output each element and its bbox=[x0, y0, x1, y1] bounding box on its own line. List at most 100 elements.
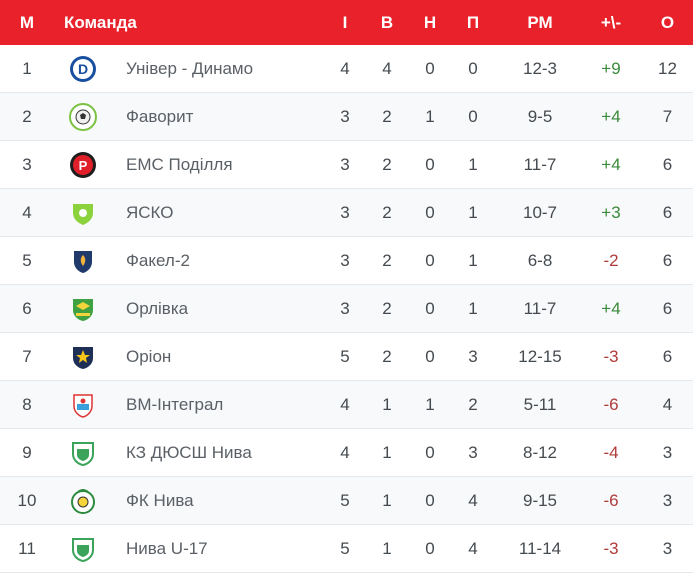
goal-difference: +3 bbox=[601, 202, 621, 222]
table-row: 6 Орлівка 3 2 0 1 11-7 +4 6 bbox=[0, 285, 693, 333]
fakel-crest-icon bbox=[69, 247, 97, 275]
header-position: М bbox=[19, 12, 35, 32]
row-position: 4 bbox=[22, 202, 32, 222]
wins: 2 bbox=[382, 298, 392, 318]
team-logo bbox=[62, 93, 104, 140]
team-name[interactable]: Факел-2 bbox=[126, 250, 190, 270]
favorit-crest-icon bbox=[69, 102, 97, 131]
team-logo: P bbox=[62, 141, 104, 188]
table-row: 11 Нива U-17 5 1 0 4 11-14 -3 3 bbox=[0, 525, 693, 573]
losses: 2 bbox=[468, 394, 478, 414]
nyva-dyussh-crest-icon bbox=[69, 439, 97, 467]
row-position: 6 bbox=[22, 298, 32, 318]
table-row: 1 D Універ - Динамо 4 4 0 0 12-3 +9 12 bbox=[0, 45, 693, 93]
goal-difference: -2 bbox=[603, 250, 619, 270]
wins: 1 bbox=[382, 442, 392, 462]
goals-score: 9-5 bbox=[527, 106, 553, 126]
wins: 4 bbox=[382, 58, 392, 78]
games-played: 4 bbox=[340, 394, 350, 414]
row-position: 1 bbox=[22, 58, 32, 78]
goals-score: 11-7 bbox=[523, 154, 557, 174]
points: 12 bbox=[658, 58, 677, 78]
team-name[interactable]: Фаворит bbox=[126, 106, 194, 126]
team-logo: D bbox=[62, 45, 104, 92]
team-name[interactable]: Орлівка bbox=[126, 298, 189, 318]
team-logo bbox=[62, 429, 104, 476]
team-name[interactable]: ВМ-Інтеграл bbox=[126, 394, 224, 414]
goal-difference: +4 bbox=[601, 298, 621, 318]
team-name[interactable]: Оріон bbox=[126, 346, 172, 366]
goals-score: 5-11 bbox=[523, 394, 557, 414]
goals-score: 11-14 bbox=[518, 538, 562, 558]
goal-difference: -3 bbox=[603, 538, 619, 558]
team-logo bbox=[62, 285, 104, 332]
header-losses: П bbox=[466, 12, 480, 32]
fk-nyva-crest-icon bbox=[69, 487, 97, 515]
draws: 0 bbox=[425, 202, 435, 222]
games-played: 5 bbox=[340, 346, 350, 366]
team-logo bbox=[62, 189, 104, 236]
losses: 4 bbox=[468, 538, 478, 558]
table-row: 5 Факел-2 3 2 0 1 6-8 -2 6 bbox=[0, 237, 693, 285]
header-goal-diff: +\- bbox=[600, 12, 622, 32]
goals-score: 12-15 bbox=[518, 346, 562, 366]
dynamo-crest-icon: D bbox=[69, 55, 97, 83]
header-wins: В bbox=[380, 12, 394, 32]
table-row: 4 ЯСКО 3 2 0 1 10-7 +3 6 bbox=[0, 189, 693, 237]
team-name[interactable]: Універ - Динамо bbox=[126, 58, 254, 78]
row-position: 8 bbox=[22, 394, 32, 414]
losses: 1 bbox=[468, 298, 478, 318]
goals-score: 12-3 bbox=[522, 58, 558, 78]
draws: 0 bbox=[425, 250, 435, 270]
nyva-u17-crest-icon bbox=[69, 535, 97, 563]
team-name[interactable]: ЕМС Поділля bbox=[126, 154, 233, 174]
team-logo bbox=[62, 477, 104, 524]
table-row: 9 КЗ ДЮСШ Нива 4 1 0 3 8-12 -4 3 bbox=[0, 429, 693, 477]
svg-text:D: D bbox=[78, 61, 88, 77]
team-name[interactable]: КЗ ДЮСШ Нива bbox=[126, 442, 252, 462]
draws: 0 bbox=[425, 490, 435, 510]
team-name[interactable]: ЯСКО bbox=[126, 202, 174, 222]
draws: 0 bbox=[425, 58, 435, 78]
draws: 1 bbox=[425, 106, 435, 126]
goal-difference: -4 bbox=[603, 442, 619, 462]
row-position: 3 bbox=[22, 154, 32, 174]
row-position: 11 bbox=[18, 538, 36, 558]
team-logo bbox=[62, 237, 104, 284]
draws: 0 bbox=[425, 538, 435, 558]
goal-difference: +4 bbox=[601, 106, 621, 126]
losses: 4 bbox=[468, 490, 478, 510]
team-logo bbox=[62, 525, 104, 572]
goal-difference: +4 bbox=[601, 154, 621, 174]
games-played: 3 bbox=[340, 154, 350, 174]
row-position: 7 bbox=[22, 346, 32, 366]
goal-difference: -3 bbox=[603, 346, 619, 366]
goal-difference: +9 bbox=[601, 58, 621, 78]
header-games: І bbox=[342, 12, 348, 32]
losses: 3 bbox=[468, 442, 478, 462]
games-played: 3 bbox=[340, 202, 350, 222]
team-name[interactable]: ФК Нива bbox=[126, 490, 194, 510]
wins: 2 bbox=[382, 346, 392, 366]
draws: 0 bbox=[425, 346, 435, 366]
points: 3 bbox=[662, 538, 673, 558]
team-logo bbox=[62, 381, 104, 428]
goals-score: 8-12 bbox=[522, 442, 558, 462]
team-name[interactable]: Нива U-17 bbox=[126, 538, 208, 558]
header-draws: Н bbox=[423, 12, 437, 32]
points: 6 bbox=[662, 250, 673, 270]
row-position: 10 bbox=[17, 490, 37, 510]
points: 3 bbox=[662, 442, 673, 462]
games-played: 3 bbox=[340, 298, 350, 318]
wins: 1 bbox=[382, 538, 392, 558]
goals-score: 10-7 bbox=[522, 202, 558, 222]
games-played: 3 bbox=[340, 250, 350, 270]
goals-score: 11-7 bbox=[523, 298, 557, 318]
games-played: 3 bbox=[340, 106, 350, 126]
losses: 1 bbox=[468, 250, 478, 270]
row-position: 5 bbox=[22, 250, 32, 270]
points: 6 bbox=[662, 298, 673, 318]
table-row: 2 Фаворит 3 2 1 0 9-5 +4 7 bbox=[0, 93, 693, 141]
yasko-crest-icon bbox=[69, 199, 97, 227]
points: 6 bbox=[662, 202, 673, 222]
